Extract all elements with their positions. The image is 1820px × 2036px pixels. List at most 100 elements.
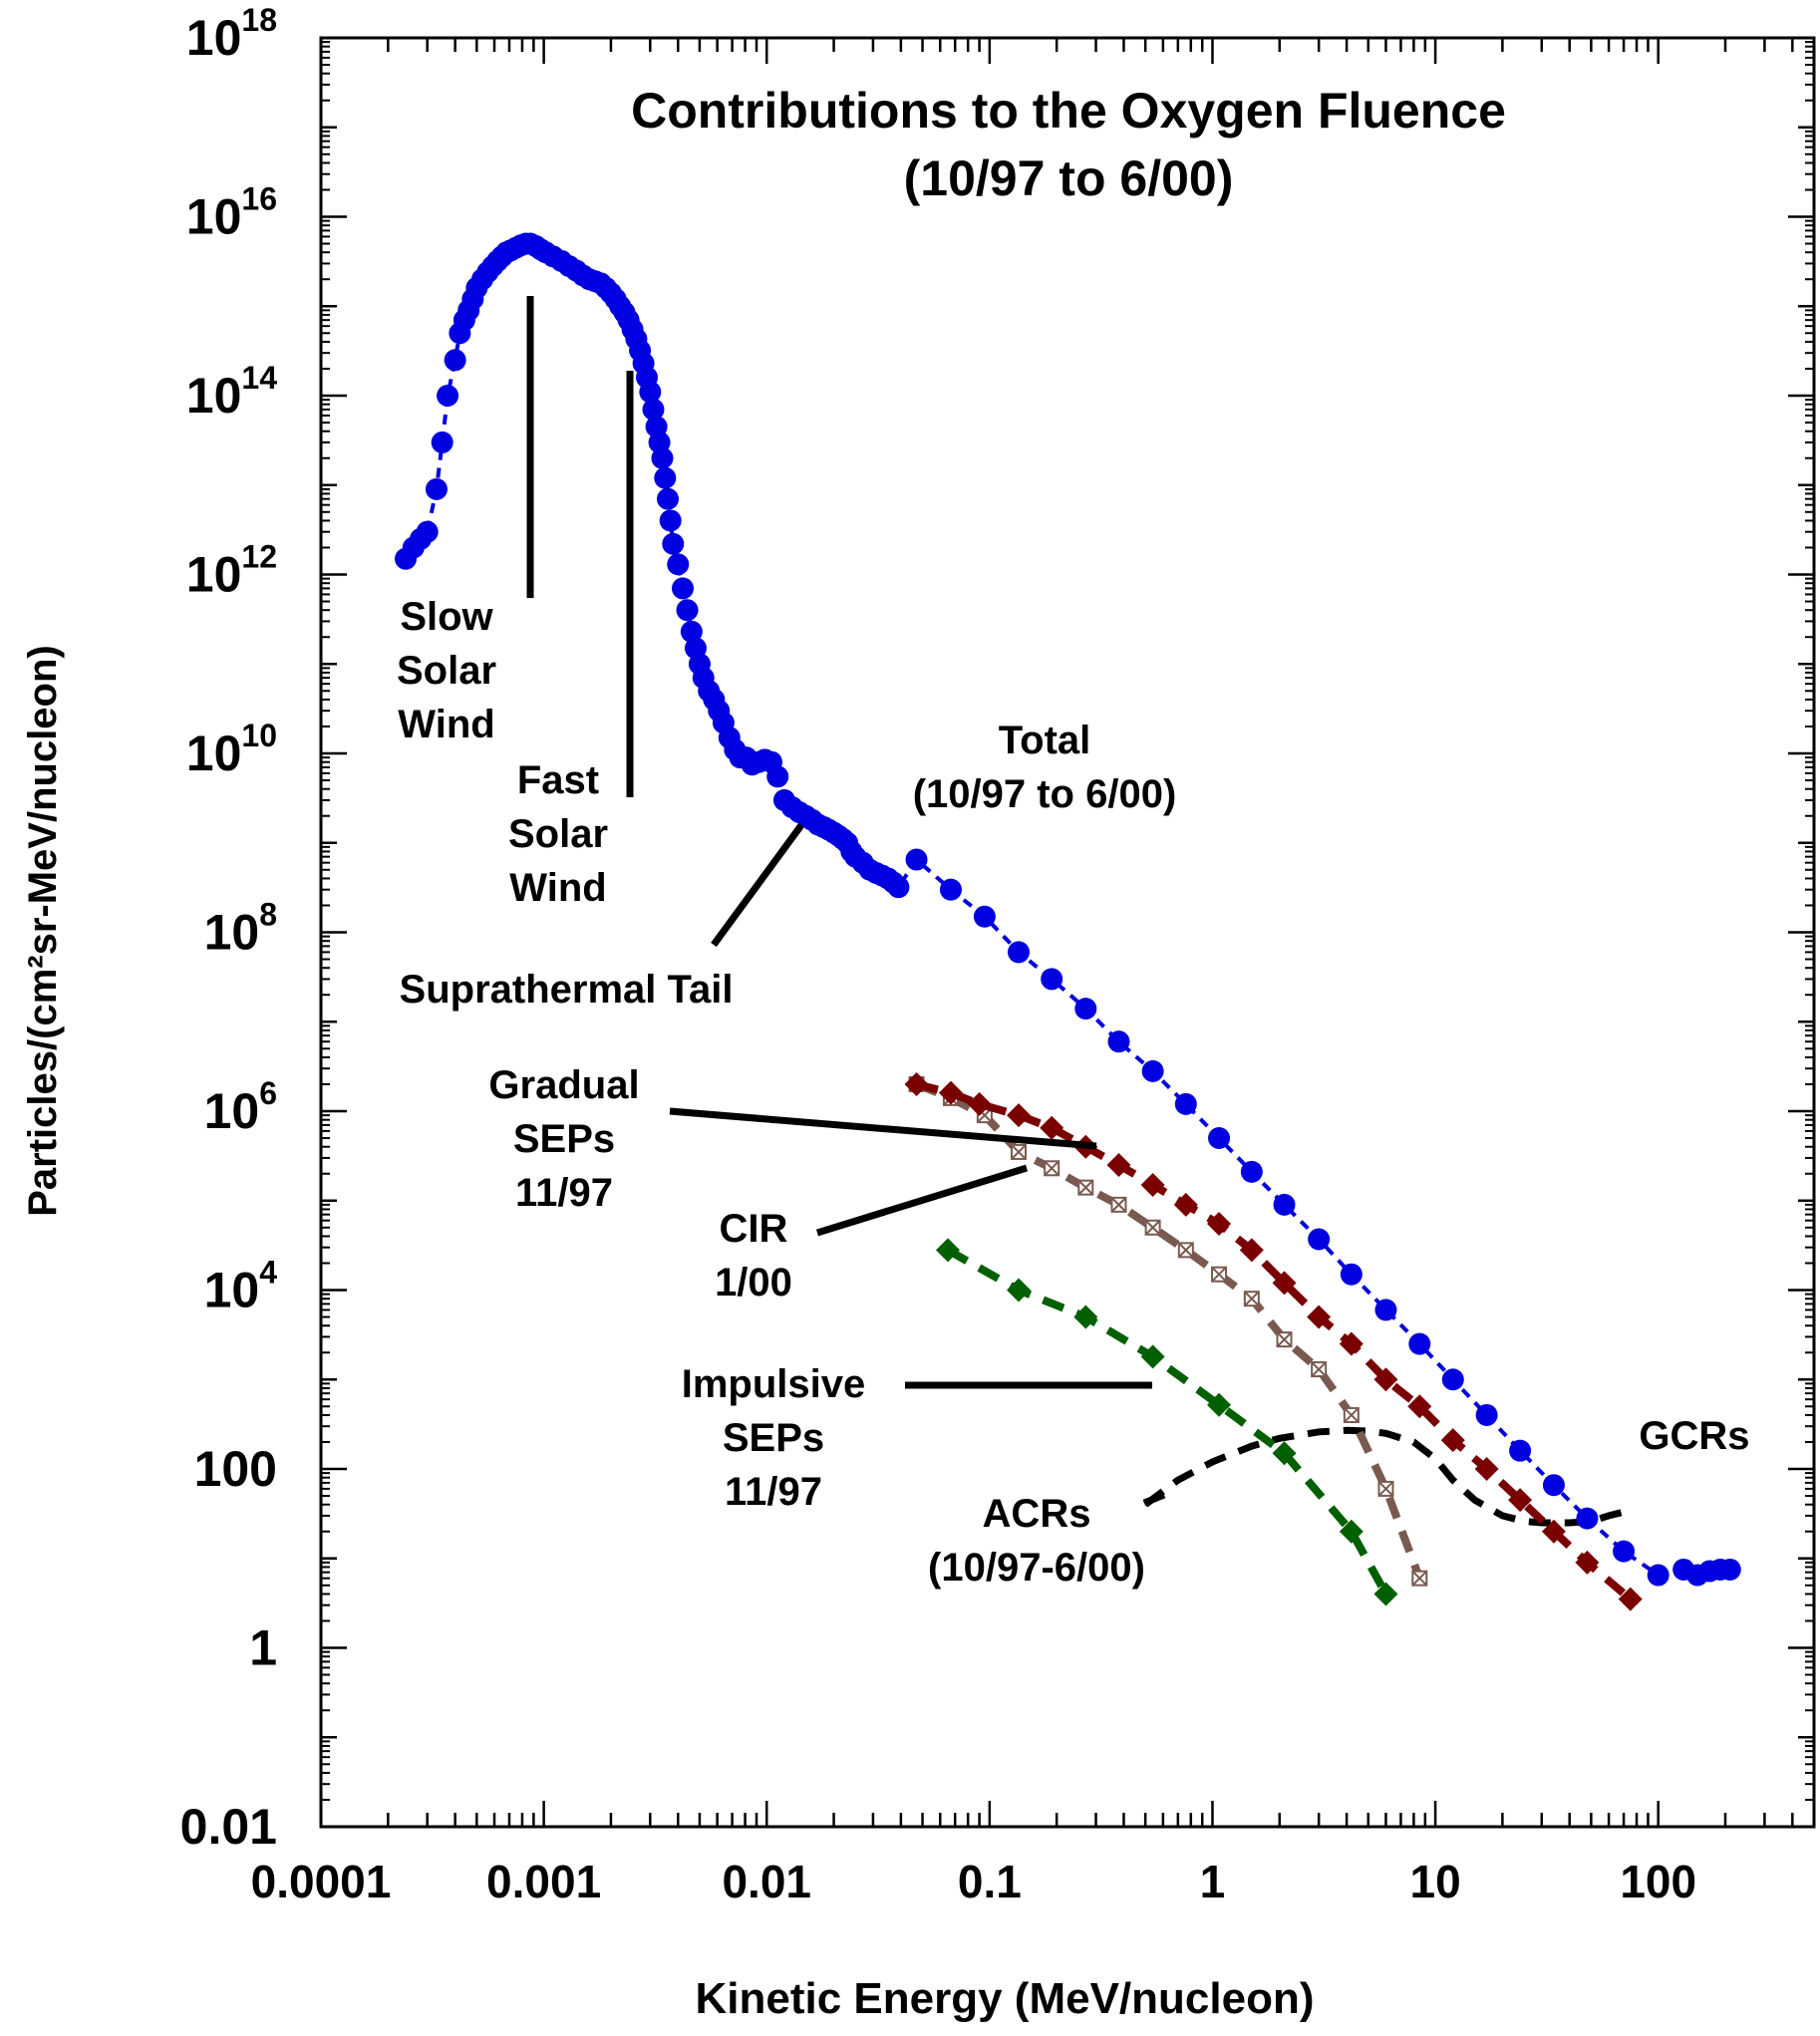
y-tick-label: 1010	[186, 718, 277, 781]
data-point	[1040, 1115, 1064, 1140]
data-point	[1411, 1570, 1428, 1587]
data-point	[642, 398, 665, 421]
data-point	[1140, 1344, 1165, 1369]
data-point	[1177, 1242, 1194, 1259]
data-point	[1273, 1193, 1296, 1216]
fast-wind-label-1: Fast	[517, 758, 599, 802]
y-tick-label: 104	[204, 1255, 278, 1318]
gradual-label-2: SEPs	[513, 1117, 615, 1161]
data-point	[1575, 1550, 1600, 1575]
y-tick-label: 1018	[186, 2, 277, 66]
slow-wind-label-3: Wind	[398, 703, 494, 746]
x-tick-label: 0.1	[958, 1856, 1022, 1907]
y-tick-label: 108	[204, 897, 277, 961]
series-layer	[395, 232, 1741, 1611]
data-point	[1647, 1564, 1669, 1587]
cir-label-1: CIR	[720, 1207, 788, 1251]
data-point	[1576, 1507, 1599, 1530]
data-point	[1339, 1331, 1364, 1356]
data-point	[437, 385, 459, 407]
data-point	[1272, 1441, 1297, 1466]
data-point	[1173, 1192, 1198, 1217]
data-point	[904, 1071, 929, 1096]
annotation-lines	[526, 296, 1166, 1507]
impulsive-label-2: SEPs	[723, 1416, 824, 1460]
data-point	[1074, 998, 1097, 1020]
data-point	[1140, 1172, 1165, 1197]
data-point	[766, 765, 789, 788]
point-cross	[1011, 1144, 1027, 1160]
data-point	[416, 520, 439, 543]
data-point	[676, 599, 699, 622]
point-cross	[1244, 1291, 1260, 1307]
data-point	[939, 878, 962, 901]
total-label-1: Total	[999, 719, 1091, 762]
data-point	[431, 431, 454, 453]
slow-wind-label-1: Slow	[400, 595, 493, 639]
point-cross	[1276, 1331, 1293, 1347]
data-point	[444, 349, 466, 372]
point-cross	[1110, 1197, 1127, 1213]
series-line	[946, 1246, 1390, 1597]
fast-wind-label-2: Solar	[508, 812, 608, 856]
point-cross	[1411, 1570, 1428, 1587]
x-tick-label: 1	[1200, 1856, 1226, 1907]
y-tick-label: 1016	[186, 181, 277, 245]
data-point	[1307, 1305, 1332, 1329]
gradual-label-3: 11/97	[515, 1171, 613, 1215]
data-point	[973, 905, 996, 928]
point-cross	[1178, 1242, 1194, 1259]
x-tick-label: 0.0001	[251, 1856, 392, 1907]
series-line	[1143, 1426, 1625, 1527]
point-cross	[1211, 1266, 1227, 1283]
data-point	[1077, 1179, 1094, 1196]
y-tick-label: 1	[249, 1620, 277, 1676]
data-point	[1509, 1439, 1532, 1462]
data-point	[1006, 1103, 1031, 1128]
series-total-10-97-to-6-00-	[395, 232, 1741, 1587]
data-point	[1508, 1488, 1533, 1513]
data-point	[1440, 1428, 1465, 1453]
data-point	[1339, 1519, 1364, 1544]
cir-label-2: 1/00	[715, 1261, 792, 1305]
data-point	[1010, 1143, 1027, 1160]
x-tick-label: 100	[1620, 1856, 1696, 1907]
data-point	[1007, 941, 1030, 964]
x-tick-labels: 0.0001 0.001 0.01 0.1 1 10 100	[251, 1856, 1696, 1907]
data-point	[680, 620, 703, 643]
data-point	[1474, 1457, 1499, 1481]
series-line	[915, 1080, 1634, 1602]
data-point	[1240, 1160, 1263, 1183]
x-tick-label: 0.001	[486, 1856, 601, 1907]
fast-wind-label-3: Wind	[509, 866, 606, 910]
data-point	[1208, 1127, 1231, 1150]
y-tick-label: 0.01	[180, 1799, 277, 1855]
gradual-pointer	[669, 1107, 1097, 1150]
chart-title: Contributions to the Oxygen Fluence	[631, 83, 1506, 139]
data-point	[1475, 1403, 1498, 1426]
point-cross	[1077, 1179, 1094, 1196]
data-point	[1044, 1160, 1061, 1177]
data-point	[1408, 1332, 1431, 1355]
data-point	[1311, 1361, 1328, 1378]
tail-label: Suprathermal Tail	[400, 968, 734, 1012]
data-point	[1041, 968, 1063, 991]
y-tick-label: 100	[194, 1441, 277, 1497]
y-tick-label: 1014	[186, 360, 277, 424]
data-point	[1110, 1196, 1127, 1213]
x-tick-label: 0.01	[722, 1856, 811, 1907]
data-point	[1144, 1219, 1161, 1236]
data-point	[887, 876, 910, 899]
data-point	[1613, 1540, 1636, 1563]
x-tick-label: 10	[1409, 1856, 1460, 1907]
impulsive-label-1: Impulsive	[682, 1362, 866, 1406]
data-point	[662, 532, 685, 555]
data-point	[1106, 1153, 1131, 1178]
data-point	[659, 509, 682, 532]
data-point	[1207, 1212, 1232, 1237]
impulsive-label-3: 11/97	[725, 1470, 822, 1514]
gcrs-label: GCRs	[1639, 1414, 1749, 1458]
point-cross	[1344, 1407, 1360, 1423]
acrs-label-2: (10/97-6/00)	[928, 1546, 1145, 1590]
